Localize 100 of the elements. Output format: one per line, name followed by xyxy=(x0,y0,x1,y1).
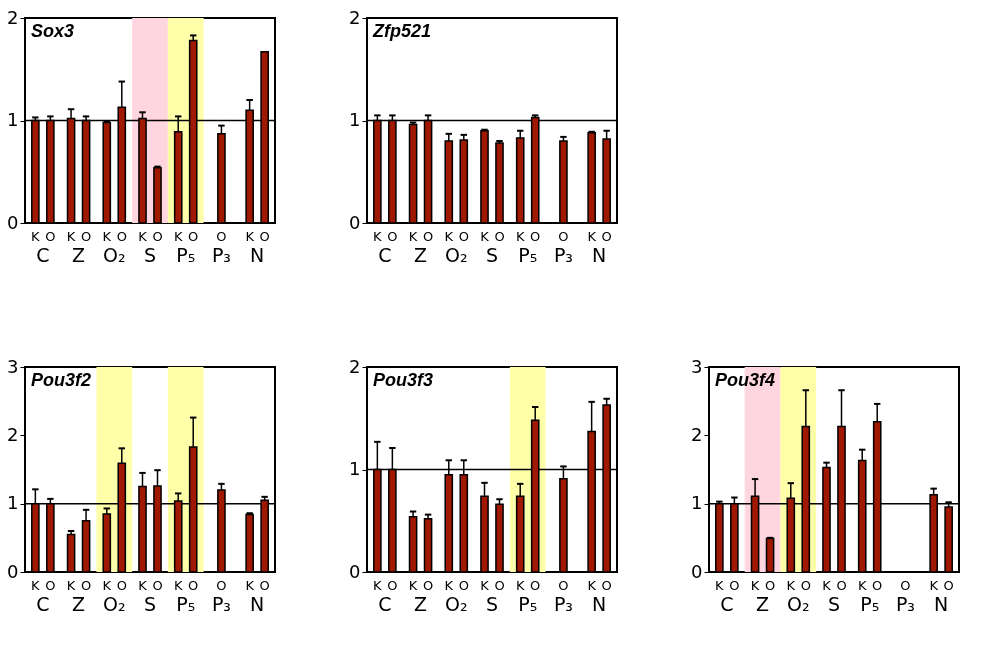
text: O xyxy=(259,578,270,593)
text: K xyxy=(102,578,112,593)
x-tick-label: P₅ xyxy=(176,593,196,615)
text: K xyxy=(587,578,596,593)
text: K xyxy=(515,229,525,244)
x-tick-label: O₂ xyxy=(445,593,468,615)
y-tick-label: 3 xyxy=(7,355,19,377)
x-tick-label: S xyxy=(485,244,499,266)
text: O xyxy=(494,578,505,593)
y-tick-label: 1 xyxy=(691,492,703,514)
x-tick-label: S xyxy=(485,593,499,615)
x-tick-label: N xyxy=(592,593,607,615)
text: K xyxy=(138,578,147,593)
x-tick-label: C xyxy=(720,593,734,615)
text: K xyxy=(66,578,76,593)
x-tick-label: P₃ xyxy=(895,593,915,615)
legend-label: K xyxy=(373,578,383,593)
text: O xyxy=(387,229,398,244)
text: K xyxy=(444,229,454,244)
x-tick-label: C xyxy=(378,244,392,266)
text: K xyxy=(245,578,254,593)
text: K xyxy=(31,578,40,593)
text: K xyxy=(408,578,418,593)
series-label: O xyxy=(800,578,811,593)
text: O xyxy=(494,229,505,244)
text: K xyxy=(245,229,254,244)
series-label: O xyxy=(458,578,469,593)
text: K xyxy=(750,578,760,593)
text: O xyxy=(530,229,541,244)
text: K xyxy=(480,578,489,593)
x-tick-label: C xyxy=(36,244,50,266)
x-tick-label: C xyxy=(36,593,50,615)
text: O xyxy=(601,578,612,593)
text: O xyxy=(152,578,163,593)
text: K xyxy=(31,229,40,244)
text: K xyxy=(173,578,183,593)
text: O xyxy=(80,578,92,593)
text: O xyxy=(45,229,56,244)
chart-title: Zfp521 xyxy=(372,21,432,41)
text: K xyxy=(929,578,938,593)
x-tick-label: Z xyxy=(756,593,770,615)
y-tick-label: 1 xyxy=(7,492,19,514)
y-tick-label: 0 xyxy=(7,560,19,582)
text: K xyxy=(408,229,418,244)
x-tick-label: N xyxy=(934,593,949,615)
text: O xyxy=(152,229,163,244)
chart-title: Sox3 xyxy=(31,21,75,41)
x-tick-label: S xyxy=(143,244,157,266)
y-tick-label: 3 xyxy=(691,355,703,377)
y-tick-label: 1 xyxy=(349,109,361,130)
text: O xyxy=(259,229,270,244)
x-tick-label: P₃ xyxy=(211,593,231,615)
text: O xyxy=(80,229,92,244)
text: K xyxy=(102,229,112,244)
x-tick-label: N xyxy=(592,244,607,266)
text: O xyxy=(216,578,227,593)
text: K xyxy=(173,229,183,244)
text: K xyxy=(138,229,147,244)
chart-title: Pou3f4 xyxy=(715,370,776,390)
x-tick-label: S xyxy=(143,593,157,615)
text: O xyxy=(387,578,398,593)
x-tick-label: O₂ xyxy=(787,593,810,615)
text: O xyxy=(764,578,776,593)
x-tick-label: Z xyxy=(414,593,428,615)
text: O xyxy=(900,578,911,593)
y-tick-label: 2 xyxy=(691,423,703,445)
x-tick-label: N xyxy=(250,244,265,266)
y-tick-label: 2 xyxy=(349,355,361,377)
text: O xyxy=(188,578,199,593)
x-tick-label: Z xyxy=(72,244,86,266)
chart-title: Pou3f3 xyxy=(373,370,434,390)
y-tick-label: 2 xyxy=(7,423,19,445)
x-tick-label: P₅ xyxy=(518,244,538,266)
x-tick-label: O₂ xyxy=(445,244,468,266)
y-tick-label: 2 xyxy=(7,6,19,28)
x-tick-label: O₂ xyxy=(103,593,126,615)
y-tick-label: 1 xyxy=(349,458,361,479)
text: O xyxy=(422,578,434,593)
text: O xyxy=(422,229,434,244)
legend-label: K xyxy=(373,229,383,244)
text: O xyxy=(45,578,56,593)
y-tick-label: 0 xyxy=(691,560,703,582)
series-label: K xyxy=(515,578,525,593)
text: O xyxy=(530,578,541,593)
y-tick-label: 2 xyxy=(349,6,361,28)
series-label: O xyxy=(116,578,127,593)
x-tick-label: S xyxy=(827,593,841,615)
y-tick-label: 0 xyxy=(7,211,19,233)
y-tick-label: 0 xyxy=(349,211,361,233)
x-tick-label: P₃ xyxy=(211,244,231,266)
x-tick-label: N xyxy=(250,593,265,615)
text: O xyxy=(836,578,847,593)
series-label: O xyxy=(116,229,127,244)
x-tick-label: O₂ xyxy=(103,244,126,266)
text: K xyxy=(822,578,831,593)
text: O xyxy=(729,578,740,593)
x-tick-label: P₃ xyxy=(553,593,573,615)
x-tick-label: P₅ xyxy=(176,244,196,266)
text: O xyxy=(216,229,227,244)
text: O xyxy=(943,578,954,593)
